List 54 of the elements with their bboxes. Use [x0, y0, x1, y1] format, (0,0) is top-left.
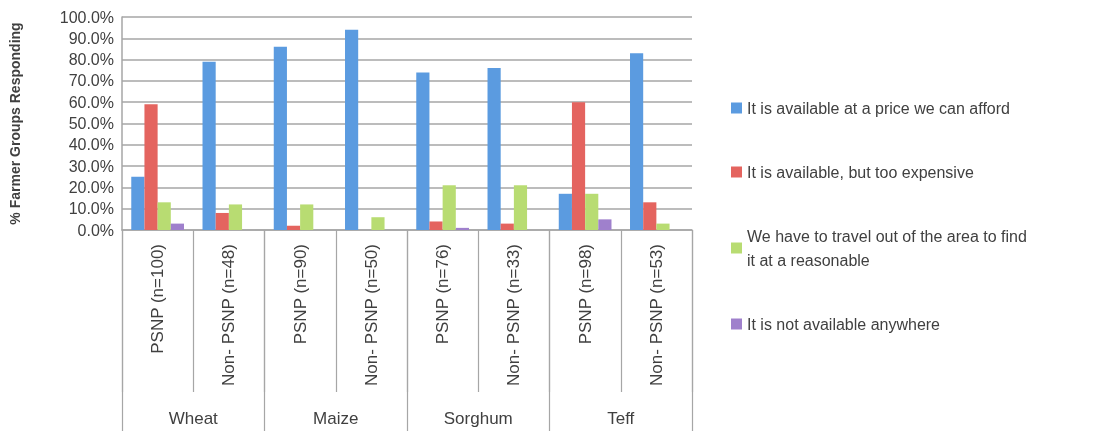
text: Maize [313, 409, 359, 428]
y-tick-label: 20.0% [68, 178, 114, 196]
text: Wheat [168, 409, 219, 428]
bar [598, 219, 612, 230]
bar [630, 53, 644, 230]
bar [416, 72, 430, 230]
text: Teff [607, 409, 635, 428]
legend-label: It is available, but too expensive [747, 163, 974, 181]
bar [273, 46, 287, 230]
bar [144, 104, 158, 230]
bar [585, 193, 599, 230]
bar [286, 225, 301, 230]
bar [215, 212, 229, 230]
bar [500, 223, 514, 230]
bar [487, 68, 501, 230]
bar [228, 204, 243, 230]
x-tick-label: Non- PSNP (n=50) [361, 244, 381, 386]
bar [170, 223, 184, 230]
y-tick-label: 60.0% [68, 93, 114, 111]
y-tick-label: 30.0% [68, 157, 114, 175]
bar [513, 185, 528, 230]
bar [571, 102, 586, 230]
x-tick-label: Non- PSNP (n=33) [504, 244, 524, 386]
y-tick-label: 40.0% [68, 136, 114, 154]
bar [656, 223, 670, 230]
bar [157, 202, 171, 230]
bar [455, 227, 469, 230]
x-tick-label: Non- PSNP (n=48) [219, 244, 239, 386]
y-tick-label: 90.0% [68, 29, 114, 47]
bar [131, 176, 145, 230]
y-axis-title: % Farmer Groups Responding [7, 22, 23, 225]
text: Sorghum [443, 409, 513, 428]
legend-label: It is not available anywhere [747, 315, 941, 333]
y-tick-label: 100.0% [59, 8, 114, 26]
legend-label: It is available at a price we can afford [747, 99, 1010, 117]
x-tick-label: Non- PSNP (n=53) [646, 244, 666, 386]
bar [442, 185, 456, 230]
legend-label: We have to travel out of the area to find it at a reasonable [747, 227, 1032, 269]
bar [202, 61, 216, 230]
bar [345, 29, 359, 230]
bar [300, 204, 314, 230]
x-tick-label: PSNP (n=76) [433, 244, 453, 345]
bar [429, 221, 443, 230]
y-tick-label: 10.0% [68, 200, 114, 218]
x-tick-label: PSNP (n=90) [290, 244, 310, 345]
y-tick-label: 0.0% [77, 221, 114, 239]
x-tick-label: PSNP (n=100) [148, 244, 168, 354]
bar [371, 217, 385, 230]
bar [558, 193, 572, 230]
y-tick-label: 70.0% [68, 72, 114, 90]
x-tick-label: PSNP (n=98) [575, 244, 595, 345]
bar [643, 202, 657, 230]
y-tick-label: 80.0% [68, 51, 114, 69]
y-tick-label: 50.0% [68, 115, 114, 132]
